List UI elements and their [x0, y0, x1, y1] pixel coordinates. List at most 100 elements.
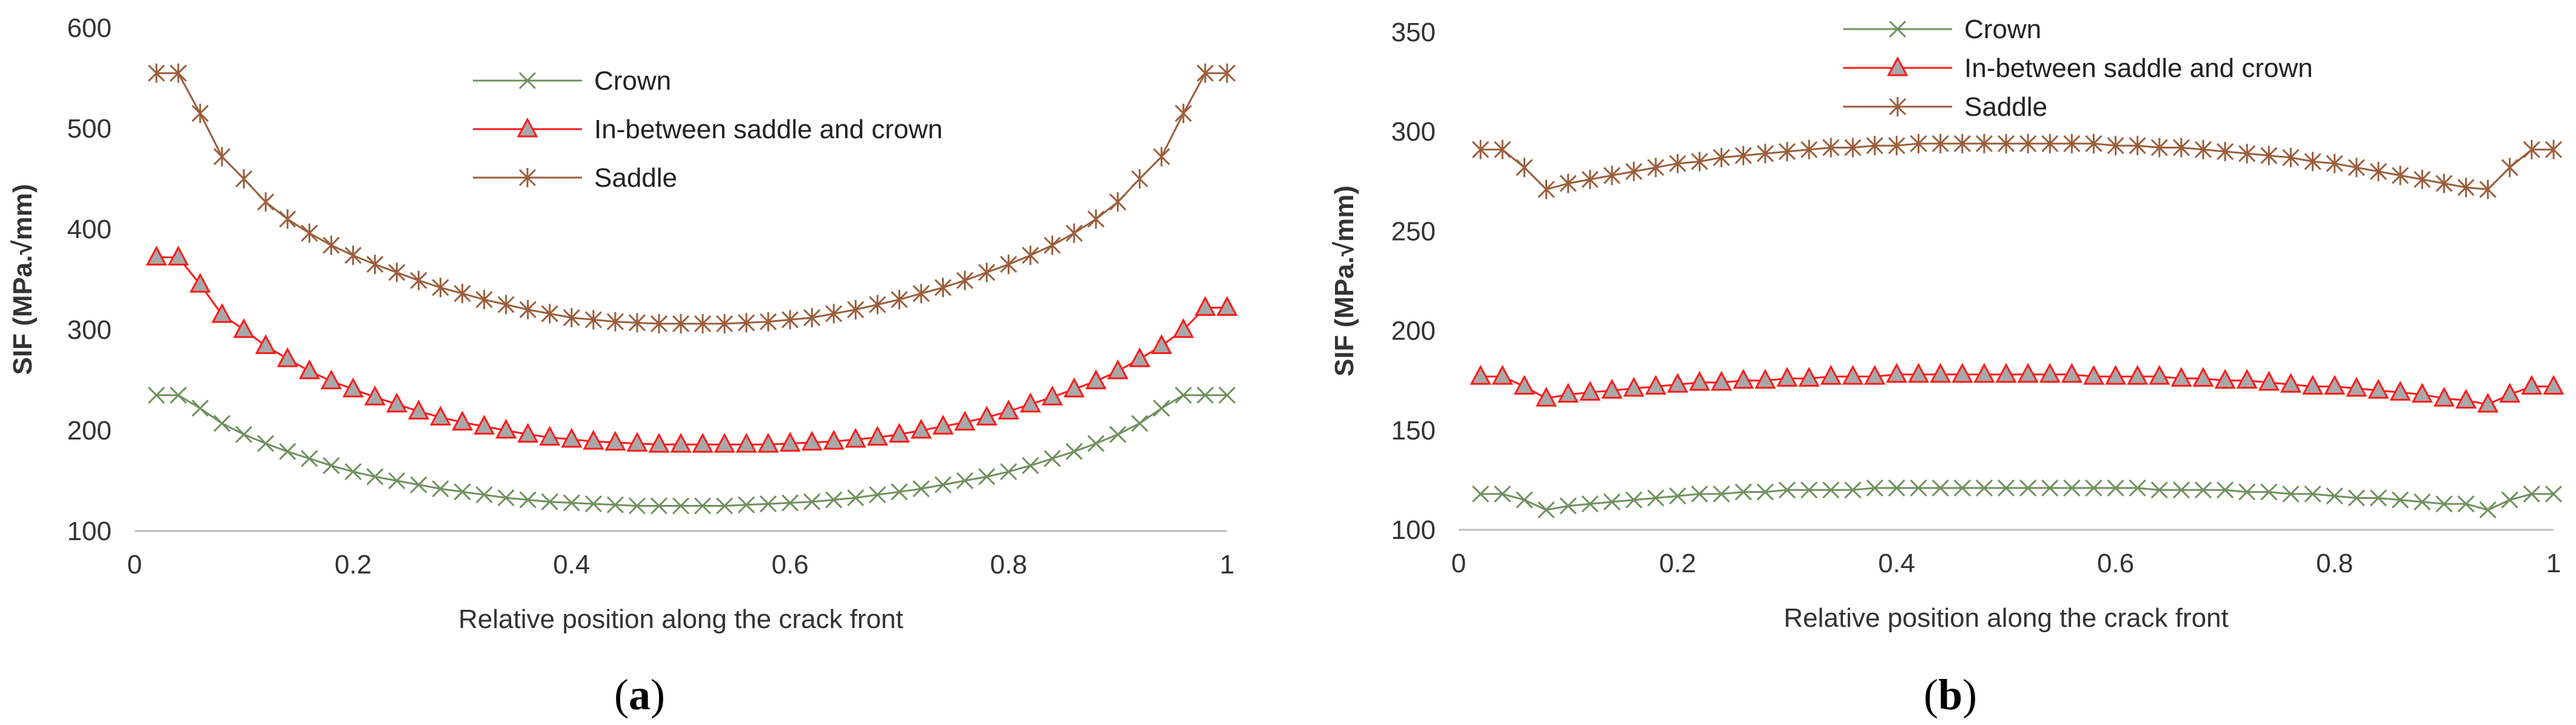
data-point	[2304, 485, 2321, 503]
data-point-stroke-2	[519, 491, 537, 509]
data-point-stroke-2	[301, 450, 318, 467]
data-point	[1109, 192, 1126, 212]
data-point	[781, 310, 799, 330]
data-point	[1625, 491, 1643, 509]
data-point	[2107, 136, 2124, 156]
data-point	[1131, 415, 1148, 432]
data-point-stroke-2	[2369, 489, 2387, 507]
data-point	[2457, 495, 2475, 513]
data-point	[1975, 133, 1993, 153]
data-point-stroke-2	[1218, 386, 1236, 404]
data-point	[1000, 463, 1017, 481]
data-point	[869, 295, 886, 315]
data-point-stroke-2	[497, 489, 515, 507]
series-saddle	[1472, 133, 2563, 199]
y-tick-label: 600	[67, 13, 112, 43]
data-point-stroke-2	[453, 483, 471, 501]
x-tick-label: 0.4	[553, 550, 590, 580]
data-point-stroke-2	[2304, 485, 2321, 503]
legend-marker	[518, 168, 537, 187]
data-point	[912, 284, 930, 304]
data-point-stroke-2	[650, 497, 668, 515]
data-point	[1844, 138, 1862, 158]
data-point	[364, 386, 386, 406]
data-point-stroke-2	[1516, 491, 1533, 509]
data-point	[1196, 386, 1214, 404]
data-point	[2324, 375, 2346, 395]
legend-marker-stroke-2	[518, 72, 537, 90]
data-point	[2039, 362, 2061, 383]
panel-caption-letter: b	[1938, 670, 1962, 719]
data-point	[694, 314, 712, 334]
data-point-stroke-2	[738, 496, 755, 513]
data-point	[1043, 235, 1061, 255]
panel-b: 100 150 200 250 300 350 0 0.2 0.4 0.6 0.8 1 Relative…	[1330, 15, 2564, 719]
data-point-stroke-2	[1953, 479, 1971, 497]
data-point	[934, 278, 952, 298]
data-point-stroke-2	[323, 457, 340, 475]
data-point	[738, 496, 755, 513]
legend-label: Saddle	[1964, 92, 2047, 122]
data-point-stroke-2	[1888, 479, 1905, 497]
data-point	[757, 433, 779, 453]
data-point	[1022, 457, 1039, 475]
data-point	[2282, 147, 2300, 167]
data-point-stroke-2	[912, 480, 930, 498]
data-point	[1537, 501, 1555, 519]
data-point	[323, 457, 340, 475]
data-point	[2369, 161, 2387, 181]
data-point	[714, 433, 735, 453]
data-point	[235, 426, 253, 443]
data-point	[2105, 364, 2127, 385]
data-point-stroke-2	[1735, 483, 1752, 501]
data-point	[2392, 491, 2409, 509]
y-tick-label: 150	[1391, 416, 1436, 446]
data-point	[891, 290, 908, 310]
data-point-stroke-2	[1174, 386, 1192, 404]
data-point	[2236, 369, 2258, 389]
series-line	[156, 394, 1227, 507]
data-point	[1669, 153, 1687, 173]
data-point	[2282, 485, 2300, 503]
data-point-stroke-2	[1800, 481, 1818, 499]
data-point	[2392, 165, 2409, 185]
data-point	[2019, 133, 2037, 153]
data-point	[2129, 136, 2146, 156]
data-point	[1603, 493, 1621, 511]
data-point	[301, 223, 318, 243]
legend-entry: Saddle	[1843, 92, 2047, 122]
data-point	[1713, 485, 1730, 503]
data-point	[497, 489, 515, 507]
data-point	[1194, 296, 1216, 316]
data-point	[1691, 485, 1708, 503]
data-point-stroke-2	[2523, 485, 2540, 503]
data-point	[888, 423, 910, 443]
data-point	[2326, 153, 2343, 173]
data-point	[2477, 392, 2499, 413]
data-point-stroke-2	[760, 495, 777, 513]
data-point	[1688, 370, 1710, 391]
data-point	[2411, 383, 2433, 403]
data-point	[189, 273, 211, 293]
data-point-stroke-2	[1581, 495, 1599, 513]
data-point-stroke-2	[978, 468, 995, 486]
data-point	[1800, 481, 1818, 499]
data-point-stroke-2	[2347, 489, 2365, 507]
data-point	[1778, 481, 1796, 499]
data-point	[650, 314, 668, 334]
x-tick-label: 1	[2546, 549, 2561, 578]
data-point	[2347, 489, 2365, 507]
data-point	[781, 494, 799, 512]
data-point	[1755, 369, 1776, 389]
data-point	[2369, 489, 2387, 507]
data-point	[2367, 378, 2389, 399]
data-point-stroke-2	[2479, 501, 2497, 519]
data-point	[1910, 133, 1927, 153]
data-point-stroke-2	[1778, 481, 1796, 499]
series-crown	[147, 386, 1236, 515]
data-point	[1645, 375, 1667, 395]
legend: Crown In-between saddle and crown Saddle	[1843, 15, 2313, 122]
data-point	[1601, 378, 1623, 399]
data-point	[803, 493, 821, 510]
